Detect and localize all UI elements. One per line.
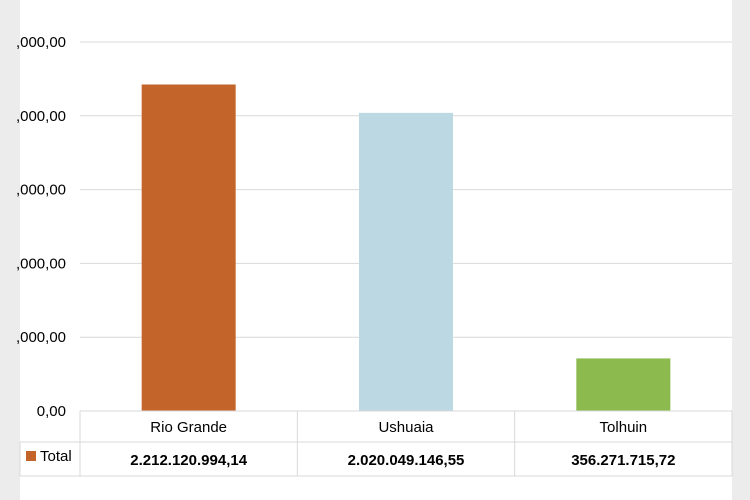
y-tick-label: ,000,00 [16, 329, 66, 346]
bar-tolhuin [576, 358, 671, 411]
x-category-label: Tolhuin [600, 419, 648, 436]
table-value-cell: 2.212.120.994,14 [130, 452, 247, 469]
y-axis-ticks: ,000,00 ,000,00 ,000,00 ,000,00 ,000,00 0,00 [16, 34, 66, 420]
bar-ushuaia [359, 112, 453, 411]
x-category-label: Ushuaia [378, 419, 434, 436]
y-tick-label: ,000,00 [16, 182, 66, 199]
bar-rio-grande [141, 84, 236, 412]
legend-label-total: Total [40, 448, 72, 465]
x-category-label: Rio Grande [150, 419, 227, 436]
data-table: Total Rio Grande 2.212.120.994,14 Ushuaia 2… [19, 410, 733, 477]
y-tick-label: ,000,00 [16, 34, 66, 51]
y-tick-label: 0,00 [37, 403, 66, 420]
table-value-cell: 2.020.049.146,55 [348, 452, 465, 469]
y-tick-label: ,000,00 [16, 108, 66, 125]
y-tick-label: ,000,00 [16, 255, 66, 272]
table-value-cell: 356.271.715,72 [571, 452, 675, 469]
legend-marker-total [26, 451, 36, 461]
bars [141, 84, 671, 412]
